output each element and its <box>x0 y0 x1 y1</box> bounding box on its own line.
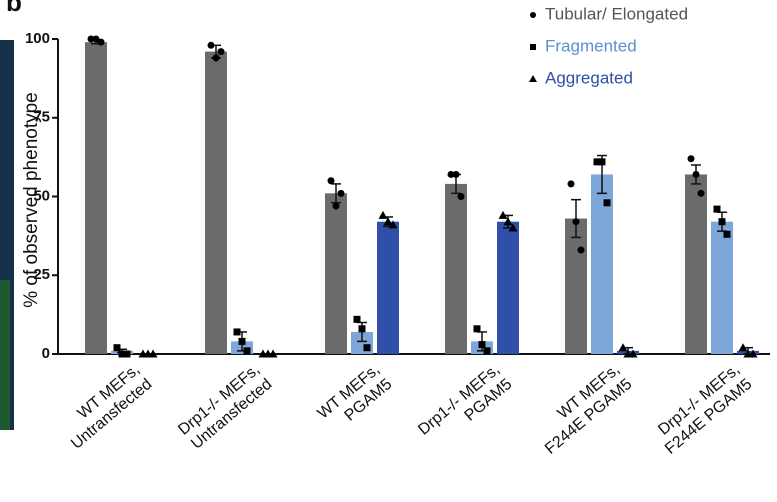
data-point <box>568 180 575 187</box>
bar <box>85 42 107 354</box>
x-tick-label: WT MEFs,Untransfected <box>56 361 155 453</box>
data-point <box>688 155 695 162</box>
data-point <box>573 218 580 225</box>
data-point <box>578 247 585 254</box>
bar <box>685 174 707 354</box>
data-point <box>234 328 241 335</box>
data-point <box>218 48 225 55</box>
y-tick-label: 0 <box>42 345 50 362</box>
data-point <box>208 42 215 49</box>
data-point <box>124 351 131 358</box>
bar <box>205 52 227 354</box>
legend-marker <box>530 12 536 18</box>
bar <box>325 193 347 354</box>
x-tick-label: WT MEFs,F244E PGAM5 <box>530 361 636 458</box>
data-point <box>239 338 246 345</box>
data-point <box>599 158 606 165</box>
bar <box>377 222 399 354</box>
chart: b % of observed phenotype 0255075100WT M… <box>0 0 777 502</box>
y-tick-label: 25 <box>33 266 50 283</box>
data-point <box>359 325 366 332</box>
x-tick-label: Drp1-/- MEFs,PGAM5 <box>415 361 515 453</box>
bar <box>711 222 733 354</box>
data-point <box>379 211 388 219</box>
data-point <box>479 341 486 348</box>
legend-marker <box>529 75 537 82</box>
y-tick-label: 100 <box>25 30 50 47</box>
data-point <box>213 54 220 61</box>
bar <box>497 222 519 354</box>
x-tick-label: Drp1-/- MEFs,F244E PGAM5 <box>650 361 756 458</box>
data-point <box>458 193 465 200</box>
data-point <box>114 344 121 351</box>
legend-label: Aggregated <box>545 68 633 87</box>
data-point <box>333 202 340 209</box>
x-tick-label: Drp1-/- MEFs,Untransfected <box>175 361 275 453</box>
image-strip <box>0 280 10 430</box>
data-point <box>453 171 460 178</box>
data-point <box>714 206 721 213</box>
x-tick-label: WT MEFs,PGAM5 <box>315 361 396 437</box>
data-point <box>484 347 491 354</box>
legend-label: Fragmented <box>545 36 637 55</box>
panel-label: b <box>6 0 22 17</box>
data-point <box>354 316 361 323</box>
data-point <box>724 231 731 238</box>
data-point <box>364 344 371 351</box>
legend-label: Tubular/ Elongated <box>545 4 688 23</box>
data-point <box>474 325 481 332</box>
bar <box>445 184 467 354</box>
data-point <box>328 177 335 184</box>
data-point <box>338 190 345 197</box>
bar <box>565 219 587 354</box>
data-point <box>693 171 700 178</box>
data-point <box>719 218 726 225</box>
data-point <box>244 347 251 354</box>
y-tick-label: 50 <box>33 187 50 204</box>
legend-marker <box>530 44 536 50</box>
y-tick-label: 75 <box>33 109 50 126</box>
data-point <box>604 199 611 206</box>
data-point <box>98 39 105 46</box>
data-point <box>698 190 705 197</box>
